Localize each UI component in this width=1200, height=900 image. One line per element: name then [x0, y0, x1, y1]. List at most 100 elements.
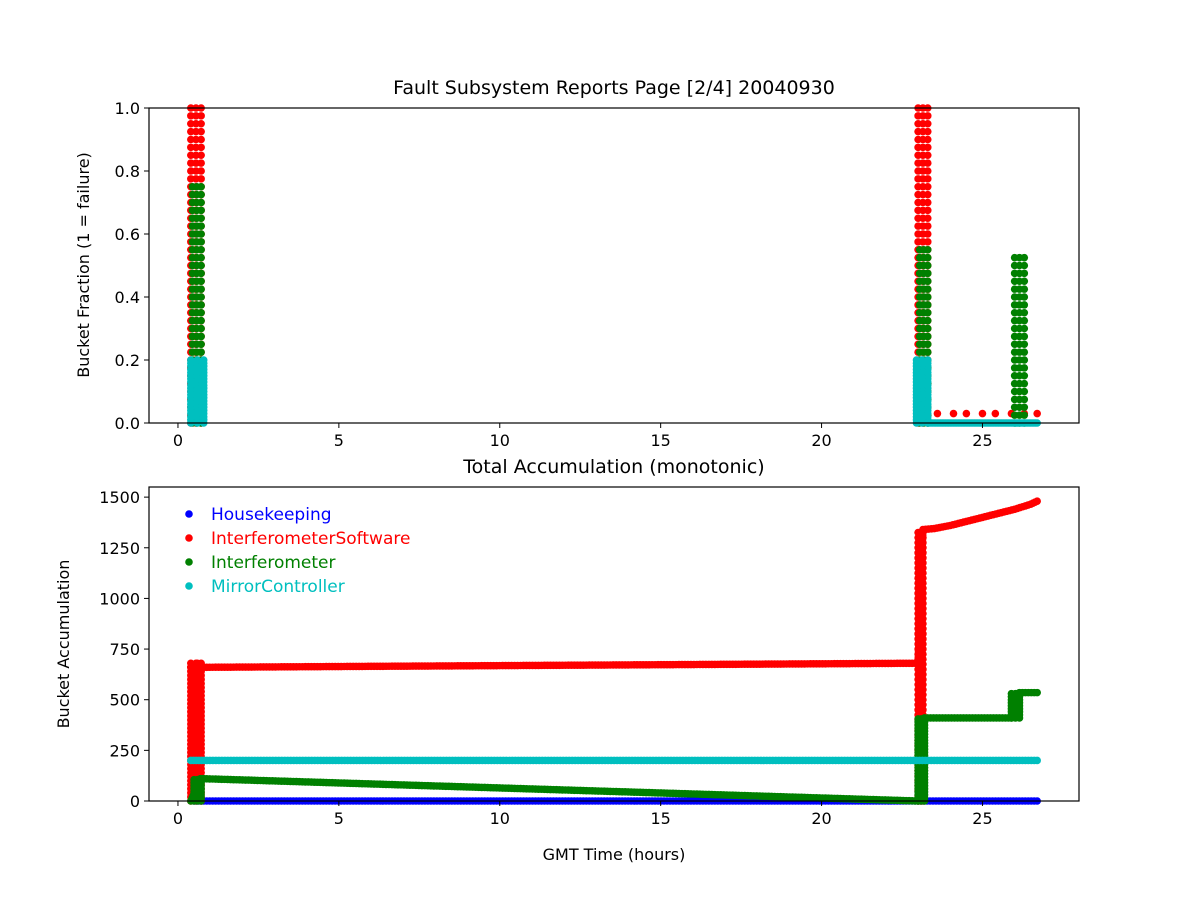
y-tick-label: 1250 — [99, 539, 140, 558]
axis-ticks: 0 5 10 15 20 25 0.0 0.2 0.4 0.6 0.8 1.0 — [115, 99, 993, 450]
data-point — [197, 324, 205, 333]
y-tick-label: 0.8 — [115, 162, 140, 181]
data-point — [197, 198, 205, 207]
data-point — [923, 143, 932, 152]
data-point — [197, 238, 205, 246]
x-tick-label: 20 — [811, 431, 831, 450]
data-point — [1020, 387, 1029, 396]
data-point — [1020, 371, 1029, 380]
legend-label: Housekeeping — [211, 505, 332, 525]
data-point — [197, 253, 205, 262]
data-point — [197, 308, 205, 317]
legend-marker — [185, 582, 193, 590]
y-tick-label: 0 — [130, 792, 140, 811]
legend-label: MirrorController — [211, 577, 345, 597]
data-point — [1033, 497, 1041, 505]
data-point — [197, 659, 205, 668]
data-point — [923, 245, 932, 254]
series-mirrorcontroller — [187, 356, 1041, 427]
data-point — [991, 409, 1000, 418]
data-point — [197, 175, 205, 183]
x-tick-label: 5 — [334, 809, 344, 828]
fault-fraction-chart: Fault Subsystem Reports Page [2/4] 20040… — [74, 77, 1080, 450]
data-point — [920, 715, 929, 723]
legend-label: Interferometer — [211, 553, 336, 573]
y-tick-label: 250 — [109, 741, 140, 760]
x-tick-label: 10 — [490, 431, 510, 450]
data-point — [193, 356, 202, 364]
accumulation-chart: Total Accumulation (monotonic) Bucket Ac… — [54, 456, 1080, 864]
data-point — [923, 261, 932, 270]
legend-marker — [185, 534, 193, 542]
data-point — [1020, 293, 1029, 301]
data-point — [1020, 356, 1029, 364]
y-axis-label: Bucket Fraction (1 = failure) — [74, 152, 93, 378]
data-point — [197, 230, 205, 238]
data-point — [923, 316, 932, 325]
data-point — [978, 409, 987, 418]
data-point — [1020, 348, 1029, 356]
data-point — [1020, 253, 1029, 262]
data-point — [1020, 308, 1029, 317]
y-tick-label: 1.0 — [115, 99, 140, 118]
data-point — [923, 293, 932, 301]
data-point — [923, 356, 932, 364]
data-point — [923, 127, 932, 136]
data-point — [923, 253, 932, 262]
x-tick-label: 15 — [650, 809, 670, 828]
data-point — [197, 182, 205, 191]
series-interferometer — [188, 182, 1029, 427]
data-point — [923, 175, 932, 183]
series-interferometer — [187, 688, 1041, 805]
data-point — [197, 135, 205, 144]
data-point — [923, 301, 932, 309]
data-point — [923, 159, 932, 167]
axes-frame — [148, 107, 1080, 424]
data-point — [1020, 285, 1029, 293]
data-point — [197, 167, 205, 175]
data-point — [1020, 332, 1029, 341]
data-point — [197, 348, 205, 356]
y-tick-label: 500 — [109, 691, 140, 710]
data-point — [923, 119, 932, 128]
x-tick-label: 10 — [490, 809, 510, 828]
chart-title: Fault Subsystem Reports Page [2/4] 20040… — [393, 77, 835, 99]
y-tick-label: 1500 — [99, 488, 140, 507]
data-point — [923, 277, 932, 286]
data-point — [197, 261, 205, 270]
legend: Housekeeping InterferometerSoftware Interf… — [185, 505, 410, 597]
data-point — [923, 222, 932, 230]
x-tick-label: 25 — [972, 809, 992, 828]
data-point — [923, 112, 932, 120]
data-point — [197, 285, 205, 293]
data-point — [923, 238, 932, 246]
y-tick-label: 0.0 — [115, 414, 140, 433]
data-point — [187, 356, 195, 364]
data-point — [923, 167, 932, 175]
data-point — [1033, 688, 1041, 697]
data-point — [197, 316, 205, 325]
data-point — [923, 182, 932, 191]
data-point — [1020, 364, 1029, 372]
x-tick-label: 20 — [811, 809, 831, 828]
data-point — [1020, 277, 1029, 286]
data-point — [197, 190, 205, 199]
y-tick-label: 0.2 — [115, 351, 140, 370]
data-point — [923, 285, 932, 293]
y-tick-label: 1000 — [99, 589, 140, 608]
data-point — [197, 214, 205, 223]
data-point — [1033, 756, 1041, 765]
data-point — [1020, 261, 1029, 270]
legend-marker — [185, 558, 193, 566]
y-tick-label: 0.6 — [115, 225, 140, 244]
data-point — [197, 269, 205, 278]
data-point — [1020, 316, 1029, 325]
data-point — [1033, 409, 1041, 418]
data-point — [923, 190, 932, 199]
data-point — [197, 245, 205, 254]
data-point — [1020, 269, 1029, 278]
data-point — [923, 332, 932, 341]
y-tick-label: 750 — [109, 640, 140, 659]
legend-label: InterferometerSoftware — [211, 529, 410, 549]
